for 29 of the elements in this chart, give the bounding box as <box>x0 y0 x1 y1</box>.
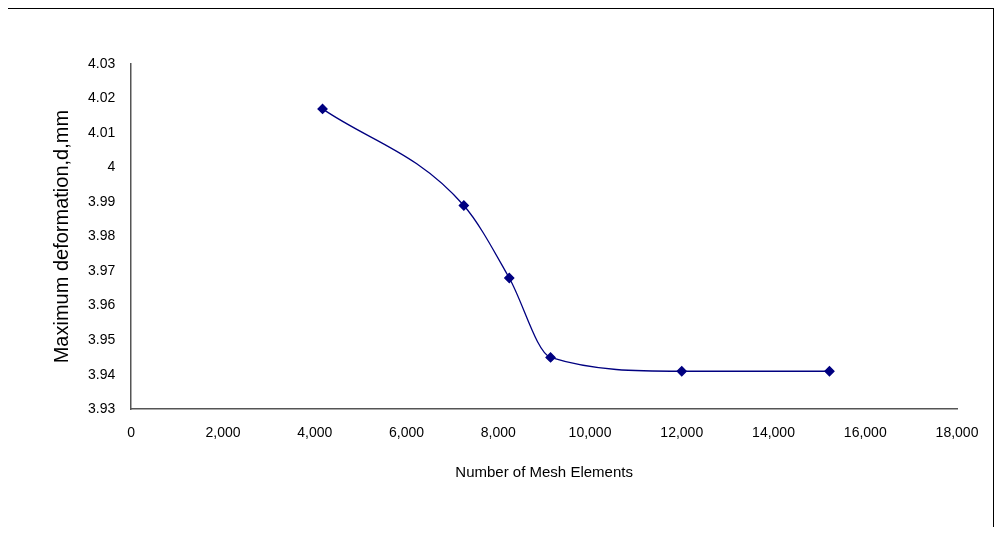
x-tick-label: 6,000 <box>388 424 425 441</box>
y-tick-label: 3.98 <box>88 227 116 244</box>
point <box>676 366 687 377</box>
y-tick-label: 4 <box>107 158 116 175</box>
x-tick-label: 10,000 <box>568 424 612 441</box>
x-tick-label: 16,000 <box>843 424 887 441</box>
y-tick-label: 4.03 <box>88 54 116 71</box>
point <box>545 352 556 363</box>
x-tick-label: 8,000 <box>480 424 516 441</box>
x-tick-label: 0 <box>127 424 136 441</box>
x-tick-label: 18,000 <box>935 424 979 441</box>
point <box>824 366 835 377</box>
y-tick-label: 3.95 <box>88 331 116 348</box>
y-tick-label: 3.97 <box>88 261 116 278</box>
y-axis-title: Maximum deformation,d,mm <box>49 109 72 364</box>
x-tick-label: 2,000 <box>205 424 241 441</box>
y-tick-label: 3.99 <box>88 192 116 209</box>
y-tick-label: 3.94 <box>88 365 116 382</box>
point <box>458 200 469 211</box>
y-tick-label: 4.01 <box>88 123 116 140</box>
y-tick-label: 3.93 <box>88 400 116 417</box>
x-tick-label: 4,000 <box>297 424 333 441</box>
x-tick-label: 14,000 <box>752 424 796 441</box>
point <box>317 103 328 115</box>
y-tick-label: 3.96 <box>88 296 116 313</box>
point <box>504 272 515 284</box>
y-tick-label: 4.02 <box>88 89 116 106</box>
x-axis-title: Number of Mesh Elements <box>455 463 633 481</box>
x-tick-label: 12,000 <box>660 424 704 441</box>
